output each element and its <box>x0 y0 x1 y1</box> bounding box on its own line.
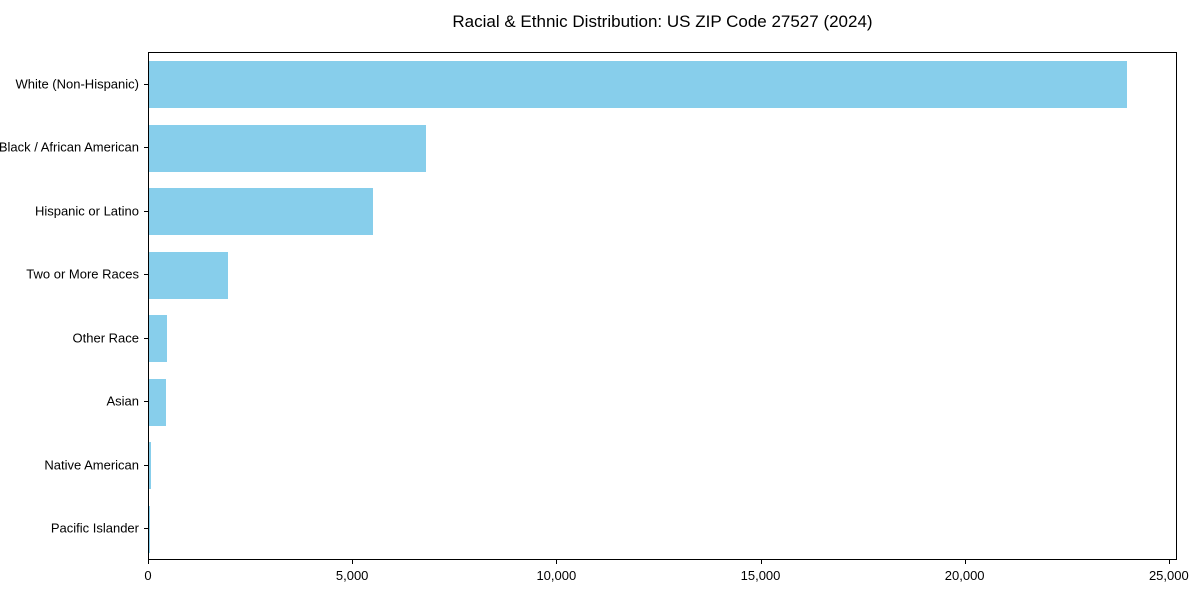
x-tick-label: 0 <box>144 568 152 583</box>
x-tick-label: 15,000 <box>740 568 781 583</box>
bar-1 <box>149 124 427 172</box>
x-tick-label: 25,000 <box>1148 568 1189 583</box>
y-tick-label: Other Race <box>72 330 139 346</box>
chart-title: Racial & Ethnic Distribution: US ZIP Cod… <box>452 12 873 31</box>
x-tick-mark <box>1168 560 1170 564</box>
y-tick-label: Native American <box>44 457 139 473</box>
bar-4 <box>149 315 168 363</box>
y-tick-mark <box>144 528 148 530</box>
bar-2 <box>149 188 374 236</box>
x-tick-mark <box>148 560 149 564</box>
y-tick-mark <box>144 337 148 339</box>
plot-area <box>148 52 1177 560</box>
y-tick-mark <box>144 210 148 212</box>
bar-row <box>149 371 1176 435</box>
bar-row <box>149 498 1176 562</box>
y-tick-label: Black / African American <box>0 139 139 155</box>
y-tick-label: Hispanic or Latino <box>34 203 139 219</box>
y-tick-mark <box>144 83 148 85</box>
y-tick-mark <box>144 147 148 149</box>
bar-row <box>149 180 1176 244</box>
x-tick-mark <box>352 560 354 564</box>
bar-0 <box>149 61 1128 109</box>
x-tick-label: 10,000 <box>536 568 577 583</box>
bar-row <box>149 117 1176 181</box>
x-tick-mark <box>556 560 558 564</box>
bar-row <box>149 244 1176 308</box>
bar-6 <box>149 442 152 490</box>
bar-5 <box>149 378 166 426</box>
y-tick-mark <box>144 401 148 403</box>
y-tick-mark <box>144 274 148 276</box>
x-tick-mark <box>964 560 966 564</box>
x-tick-label: 5,000 <box>335 568 369 583</box>
bar-3 <box>149 251 229 299</box>
y-tick-label: White (Non-Hispanic) <box>15 76 139 92</box>
y-tick-label: Pacific Islander <box>50 520 139 536</box>
y-tick-mark <box>144 464 148 466</box>
y-tick-label: Asian <box>106 393 139 409</box>
bar-row <box>149 53 1176 117</box>
x-tick-label: 20,000 <box>944 568 985 583</box>
bar-row <box>149 434 1176 498</box>
bar-row <box>149 307 1176 371</box>
y-tick-label: Two or More Races <box>26 266 139 282</box>
x-tick-mark <box>760 560 762 564</box>
